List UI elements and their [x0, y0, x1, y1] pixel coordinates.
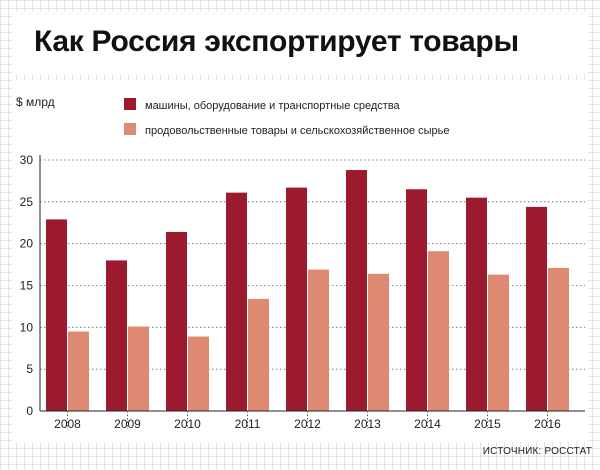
bar-food-2013	[368, 273, 389, 411]
y-tick-label: 25	[20, 195, 34, 209]
bar-machinery-2010	[166, 231, 187, 411]
source-note: ИСТОЧНИК: РОССТАТ	[482, 446, 592, 457]
y-tick-label: 10	[20, 320, 34, 334]
legend-swatch-food	[124, 123, 136, 135]
y-axis-unit-label: $ млрд	[16, 95, 55, 109]
x-tick-label: 2013	[354, 417, 381, 431]
y-tick-label: 5	[26, 362, 33, 376]
bar-machinery-2014	[406, 189, 427, 411]
axes: 2008 2009 2010 2011 2012 2013 2014 2015 2016	[39, 155, 585, 431]
x-tick-label: 2014	[414, 417, 441, 431]
x-tick-label: 2011	[235, 417, 261, 431]
y-tick-label: 0	[26, 404, 33, 418]
bar-machinery-2013	[346, 170, 367, 411]
bar-machinery-2016	[526, 206, 547, 411]
bar-food-2014	[428, 251, 449, 411]
bars	[46, 170, 569, 411]
bar-food-2015	[488, 274, 509, 411]
bar-food-2011	[248, 298, 269, 411]
bar-machinery-2012	[286, 187, 307, 411]
bar-food-2008	[68, 331, 89, 411]
legend-swatch-machinery	[124, 98, 136, 110]
x-tick-label: 2009	[114, 417, 141, 431]
chart-title: Как Россия экспортирует товары	[12, 12, 588, 74]
bar-food-2010	[188, 336, 209, 411]
bar-machinery-2011	[226, 192, 247, 411]
bar-food-2012	[308, 269, 329, 411]
x-tick-label: 2015	[474, 417, 501, 431]
x-tick-label: 2010	[174, 417, 201, 431]
x-tick-label: 2016	[534, 417, 561, 431]
y-tick-label: 20	[20, 237, 34, 251]
bar-machinery-2008	[46, 219, 67, 411]
x-tick-label: 2008	[54, 417, 81, 431]
y-tick-label: 30	[20, 153, 34, 167]
bar-food-2016	[548, 267, 569, 411]
legend: машины, оборудование и транспортные сред…	[124, 98, 450, 137]
bar-machinery-2015	[466, 197, 487, 411]
x-tick-label: 2012	[294, 417, 321, 431]
y-tick-label: 15	[20, 279, 34, 293]
bar-food-2009	[128, 326, 149, 411]
bar-machinery-2009	[106, 260, 127, 411]
legend-label-machinery: машины, оборудование и транспортные сред…	[145, 100, 401, 112]
legend-label-food: продовольственные товары и сельскохозяйс…	[145, 125, 450, 137]
